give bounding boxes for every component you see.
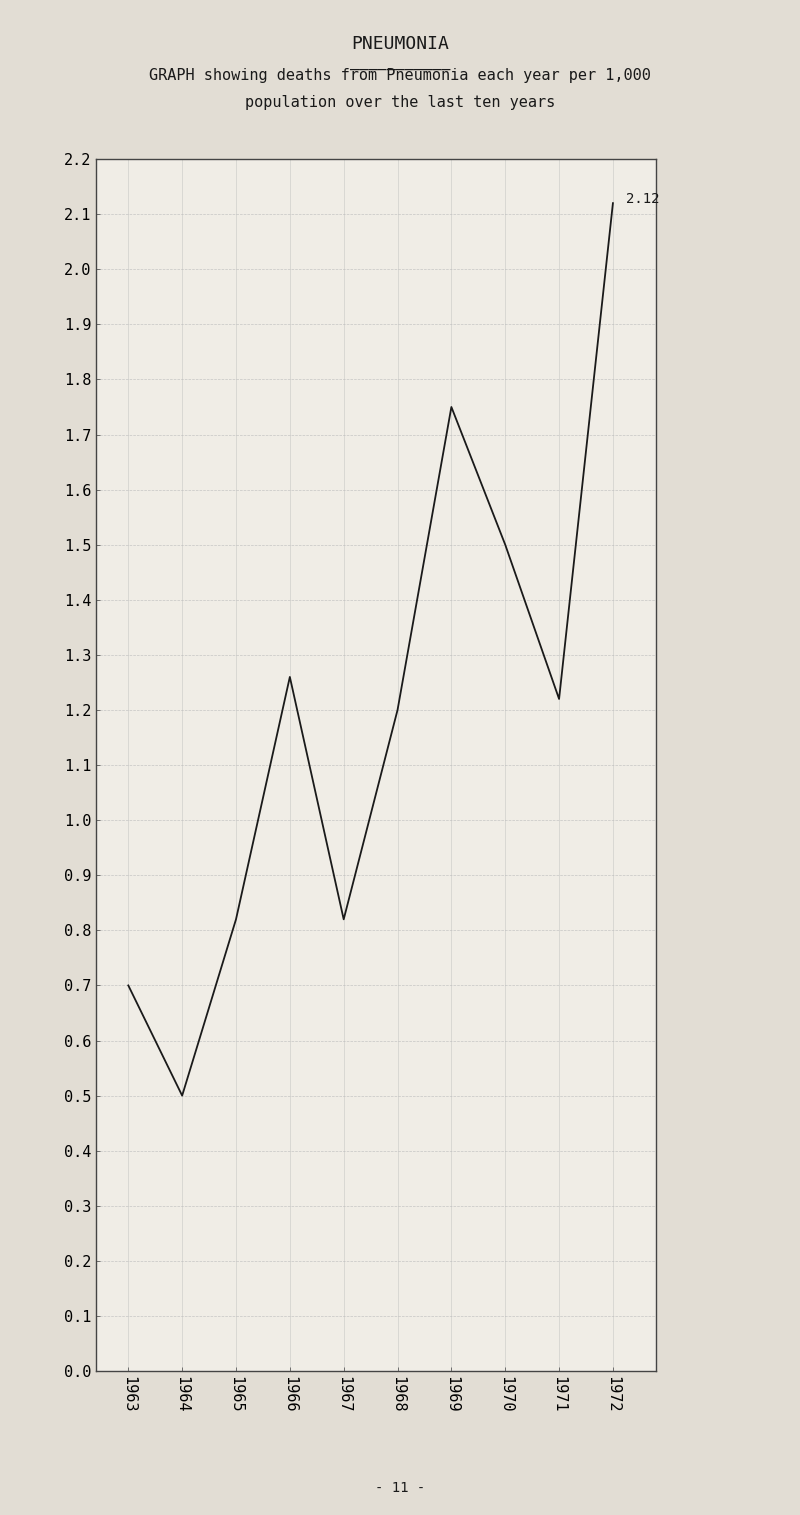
Text: 2.12: 2.12 [626,192,660,206]
Text: - 11 -: - 11 - [375,1482,425,1495]
Text: PNEUMONIA: PNEUMONIA [351,35,449,53]
Text: population over the last ten years: population over the last ten years [245,95,555,111]
Text: GRAPH showing deaths from Pneumonia each year per 1,000: GRAPH showing deaths from Pneumonia each… [149,68,651,83]
Text: ___________: ___________ [350,55,450,70]
